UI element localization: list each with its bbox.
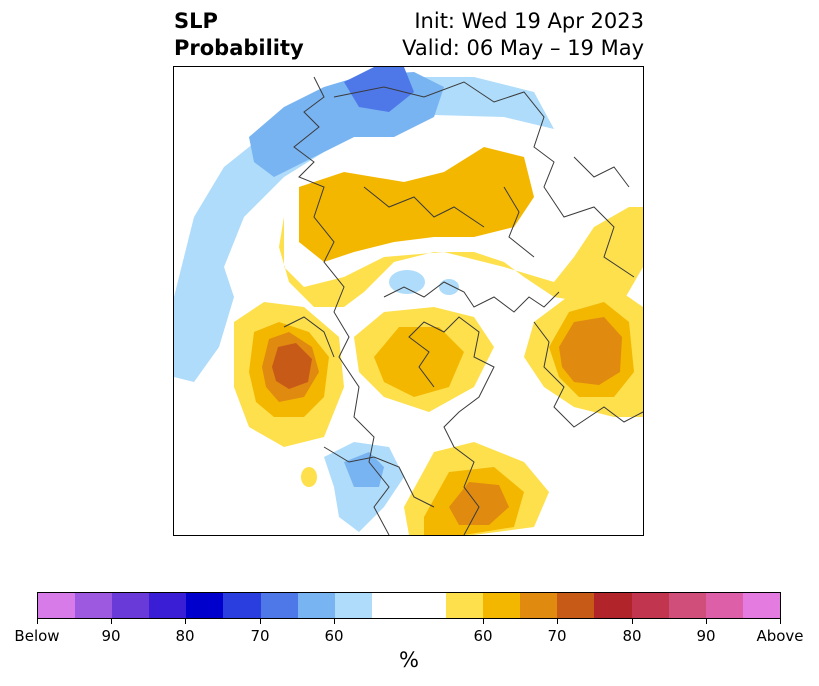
colorbar-tick-label: 90 <box>696 627 716 645</box>
colorbar-segment <box>334 593 372 618</box>
colorbar-segment <box>75 593 113 618</box>
colorbar-tick <box>483 619 484 624</box>
below-normal-patch-1 <box>389 270 425 294</box>
below-normal-region-north <box>249 72 444 177</box>
colorbar-tick-label: 60 <box>473 627 493 645</box>
colorbar-tick-label: 70 <box>547 627 567 645</box>
colorbar-segment-neutral <box>371 593 447 618</box>
colorbar-tick-label: Above <box>756 627 804 645</box>
map-canvas <box>174 67 643 535</box>
colorbar-segment <box>149 593 187 618</box>
above-normal-east-core <box>559 317 622 385</box>
colorbar-segment <box>297 593 335 618</box>
colorbar-segment <box>668 593 706 618</box>
colorbar-tick-label: 70 <box>250 627 270 645</box>
colorbar-segment <box>446 593 484 618</box>
below-normal-patch-2 <box>439 279 459 295</box>
colorbar-segment <box>742 593 780 618</box>
valid-range: Valid: 06 May – 19 May <box>402 36 644 60</box>
colorbar-tick <box>37 619 38 624</box>
probability-colorbar <box>37 592 781 619</box>
colorbar-tick <box>185 619 186 624</box>
colorbar-tick-label: 90 <box>101 627 121 645</box>
above-normal-pacific-core <box>272 343 312 389</box>
colorbar-tick <box>111 619 112 624</box>
colorbar-tick <box>780 619 781 624</box>
colorbar-segment <box>38 593 76 618</box>
colorbar-segment <box>520 593 558 618</box>
colorbar-tick-label: 60 <box>324 627 344 645</box>
forecast-dates: Init: Wed 19 Apr 2023 Valid: 06 May – 19… <box>402 8 644 62</box>
colorbar-tick <box>334 619 335 624</box>
colorbar-tick <box>557 619 558 624</box>
above-normal-arctic-core <box>374 327 464 397</box>
colorbar-segment <box>557 593 595 618</box>
above-normal-band-core <box>299 147 534 262</box>
title-product: Probability <box>174 36 304 60</box>
probability-map <box>173 66 644 536</box>
colorbar-tick <box>260 619 261 624</box>
above-normal-band-top <box>289 132 544 272</box>
colorbar-tick-label: Below <box>14 627 60 645</box>
title-variable: SLP <box>174 9 218 33</box>
colorbar-tick-label: 80 <box>622 627 642 645</box>
map-title: SLP Probability <box>174 8 304 62</box>
colorbar-segment <box>186 593 224 618</box>
colorbar-segment <box>483 593 521 618</box>
below-normal-core <box>344 67 414 112</box>
colorbar-tick <box>706 619 707 624</box>
colorbar-segment <box>112 593 150 618</box>
coastlines <box>283 76 643 535</box>
above-normal-atlantic-core <box>449 482 509 525</box>
colorbar-segment <box>260 593 298 618</box>
colorbar-tick-label: 80 <box>175 627 195 645</box>
init-date: Init: Wed 19 Apr 2023 <box>414 9 644 33</box>
colorbar-segment <box>594 593 632 618</box>
colorbar-segment <box>631 593 669 618</box>
colorbar-unit-label: % <box>399 648 419 672</box>
colorbar-tick <box>632 619 633 624</box>
colorbar-segment <box>223 593 261 618</box>
above-normal-band-north <box>279 207 643 317</box>
colorbar-segment <box>705 593 743 618</box>
above-normal-patch <box>301 467 317 487</box>
